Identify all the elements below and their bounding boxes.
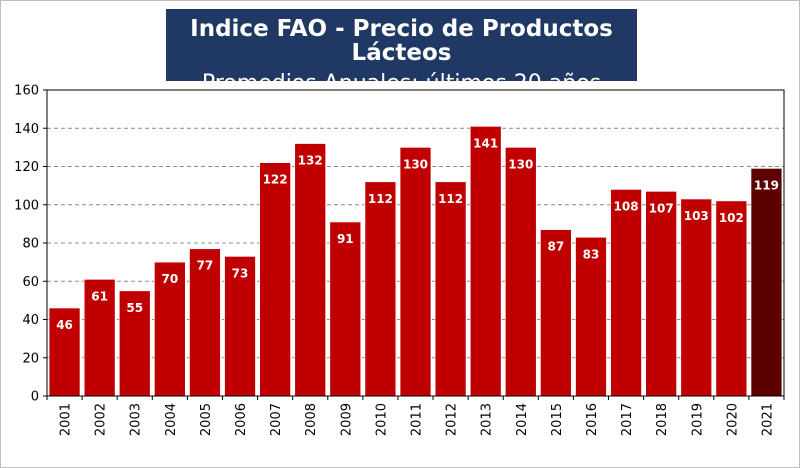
bar-2003 — [118, 290, 151, 397]
y-tick-label: 160 — [14, 84, 39, 99]
data-label-2010: 112 — [368, 192, 393, 206]
x-tick-label-2020: 2020 — [725, 403, 740, 436]
data-label-2009: 91 — [337, 232, 354, 246]
data-label-2018: 107 — [649, 201, 674, 215]
y-tick-label: 20 — [22, 351, 39, 366]
data-label-2007: 122 — [263, 173, 288, 187]
x-tick-label-2014: 2014 — [515, 403, 530, 436]
data-label-2003: 55 — [126, 301, 143, 315]
bar-2012 — [434, 181, 467, 397]
x-tick-label-2011: 2011 — [410, 403, 425, 436]
data-label-2002: 61 — [91, 289, 108, 303]
x-tick-label-2017: 2017 — [620, 403, 635, 436]
data-label-2006: 73 — [232, 266, 249, 280]
x-tick-label-2021: 2021 — [760, 403, 775, 436]
x-tick-label-2016: 2016 — [585, 403, 600, 436]
bar-2006 — [224, 256, 256, 397]
bar-2016 — [575, 236, 607, 397]
bar-2017 — [610, 189, 642, 397]
data-label-2017: 108 — [614, 199, 639, 213]
x-tick-label-2019: 2019 — [690, 403, 705, 436]
x-tick-label-2005: 2005 — [199, 403, 214, 436]
plot-border — [46, 89, 785, 397]
bar-2020 — [715, 200, 748, 397]
bar-2009 — [329, 221, 362, 397]
data-label-2004: 70 — [161, 272, 178, 286]
y-tick-label: 100 — [14, 198, 39, 213]
bar-2004 — [154, 261, 186, 397]
data-label-2008: 132 — [298, 154, 323, 168]
data-label-2011: 130 — [403, 157, 428, 171]
data-label-2001: 46 — [56, 318, 73, 332]
y-tick-label: 0 — [31, 390, 39, 405]
bar-2010 — [364, 181, 397, 397]
data-label-2015: 87 — [548, 240, 565, 254]
data-label-2019: 103 — [684, 209, 709, 223]
bar-2002 — [83, 279, 116, 397]
y-tick-label: 40 — [22, 313, 39, 328]
x-tick-label-2009: 2009 — [339, 403, 354, 436]
y-tick-label: 120 — [14, 160, 39, 175]
y-tick-label: 140 — [14, 122, 39, 137]
x-tick-label-2002: 2002 — [94, 403, 109, 436]
x-tick-label-2007: 2007 — [269, 403, 284, 436]
x-tick-label-2015: 2015 — [550, 403, 565, 436]
data-label-2016: 83 — [583, 247, 600, 261]
data-label-2012: 112 — [438, 192, 463, 206]
x-tick-label-2010: 2010 — [374, 403, 389, 436]
data-label-2014: 130 — [508, 157, 533, 171]
x-tick-label-2004: 2004 — [164, 403, 179, 436]
bar-2005 — [189, 248, 221, 397]
x-tick-label-2018: 2018 — [655, 403, 670, 436]
data-label-2021: 119 — [754, 178, 779, 192]
y-tick-label: 80 — [22, 237, 39, 252]
bar-2007 — [259, 162, 291, 397]
bar-2008 — [294, 143, 326, 397]
bar-2011 — [399, 147, 432, 397]
bar-2019 — [680, 198, 713, 397]
bar-2018 — [645, 191, 677, 397]
bar-2015 — [540, 229, 572, 397]
y-tick-label: 60 — [22, 275, 39, 290]
x-tick-label-2012: 2012 — [445, 403, 460, 436]
bar-2014 — [505, 147, 537, 397]
x-tick-label-2001: 2001 — [59, 403, 74, 436]
bar-2013 — [469, 126, 502, 397]
bar-2021 — [750, 168, 783, 397]
chart-title: Indice FAO - Precio de Productos Lácteos — [190, 16, 613, 66]
data-label-2013: 141 — [473, 136, 498, 150]
chart-title-box: Indice FAO - Precio de Productos Lácteos… — [166, 9, 637, 96]
x-tick-label-2006: 2006 — [234, 403, 249, 436]
bar-2001 — [48, 307, 81, 397]
x-tick-label-2008: 2008 — [304, 403, 319, 436]
x-tick-label-2003: 2003 — [129, 403, 144, 436]
data-label-2020: 102 — [719, 211, 744, 225]
data-label-2005: 77 — [197, 259, 214, 273]
x-tick-label-2013: 2013 — [480, 403, 495, 436]
